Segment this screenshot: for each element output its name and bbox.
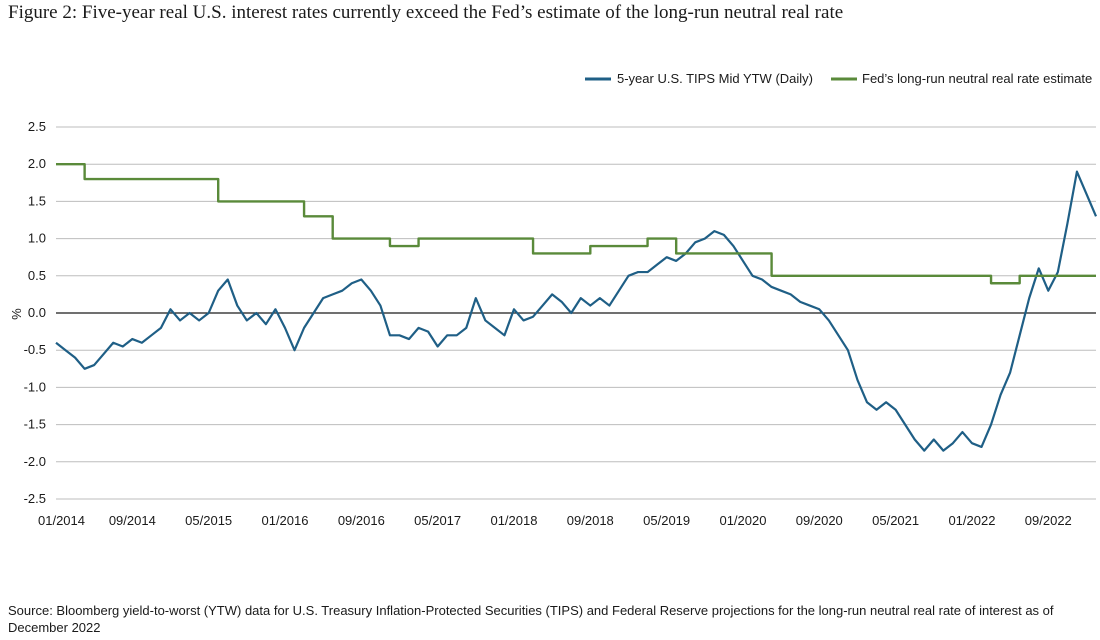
y-tick-label: 0.0 xyxy=(28,305,46,320)
x-tick-label: 01/2022 xyxy=(948,513,995,528)
axes: 2.5 2.0 1.5 1.0 0.5 0.0 -0.5 -1.0 -1.5 -2.0 -2.5 01… xyxy=(24,119,1072,528)
x-tick-label: 09/2014 xyxy=(109,513,156,528)
series-line-neutral-rate xyxy=(56,163,1096,285)
x-tick-label: 05/2019 xyxy=(643,513,690,528)
y-tick-label: 1.0 xyxy=(28,231,46,246)
y-tick-label: 0.5 xyxy=(28,268,46,283)
x-tick-label: 09/2022 xyxy=(1025,513,1072,528)
y-axis-label: % xyxy=(9,308,24,320)
legend-label: 5-year U.S. TIPS Mid YTW (Daily) xyxy=(617,71,813,86)
y-tick-label: -2.5 xyxy=(24,491,46,506)
x-tick-label: 05/2015 xyxy=(185,513,232,528)
y-tick-label: 2.0 xyxy=(28,156,46,171)
x-tick-label: 09/2018 xyxy=(567,513,614,528)
y-tick-label: -0.5 xyxy=(24,342,46,357)
legend-label: Fed’s long-run neutral real rate estimat… xyxy=(862,71,1092,86)
x-tick-label: 05/2021 xyxy=(872,513,919,528)
y-tick-label: 2.5 xyxy=(28,119,46,134)
x-tick-label: 01/2014 xyxy=(38,513,85,528)
x-tick-label: 01/2016 xyxy=(261,513,308,528)
x-tick-label: 01/2020 xyxy=(719,513,766,528)
y-tick-label: -1.0 xyxy=(24,379,46,394)
y-tick-label: -2.0 xyxy=(24,454,46,469)
series-lines xyxy=(55,163,1098,452)
x-tick-label: 09/2016 xyxy=(338,513,385,528)
y-tick-label: -1.5 xyxy=(24,417,46,432)
line-chart: 2.5 2.0 1.5 1.0 0.5 0.0 -0.5 -1.0 -1.5 -2.0 -2.5 01… xyxy=(9,71,1098,528)
y-tick-label: 1.5 xyxy=(28,193,46,208)
legend: 5-year U.S. TIPS Mid YTW (Daily) Fed’s lo… xyxy=(585,71,1092,86)
series-line-tips xyxy=(55,170,1098,452)
x-tick-label: 09/2020 xyxy=(796,513,843,528)
source-note: Source: Bloomberg yield-to-worst (YTW) d… xyxy=(8,603,1054,635)
x-tick-label: 05/2017 xyxy=(414,513,461,528)
grid-lines xyxy=(56,126,1096,500)
x-tick-label: 01/2018 xyxy=(490,513,537,528)
chart-title: Figure 2: Five-year real U.S. interest r… xyxy=(8,2,844,23)
